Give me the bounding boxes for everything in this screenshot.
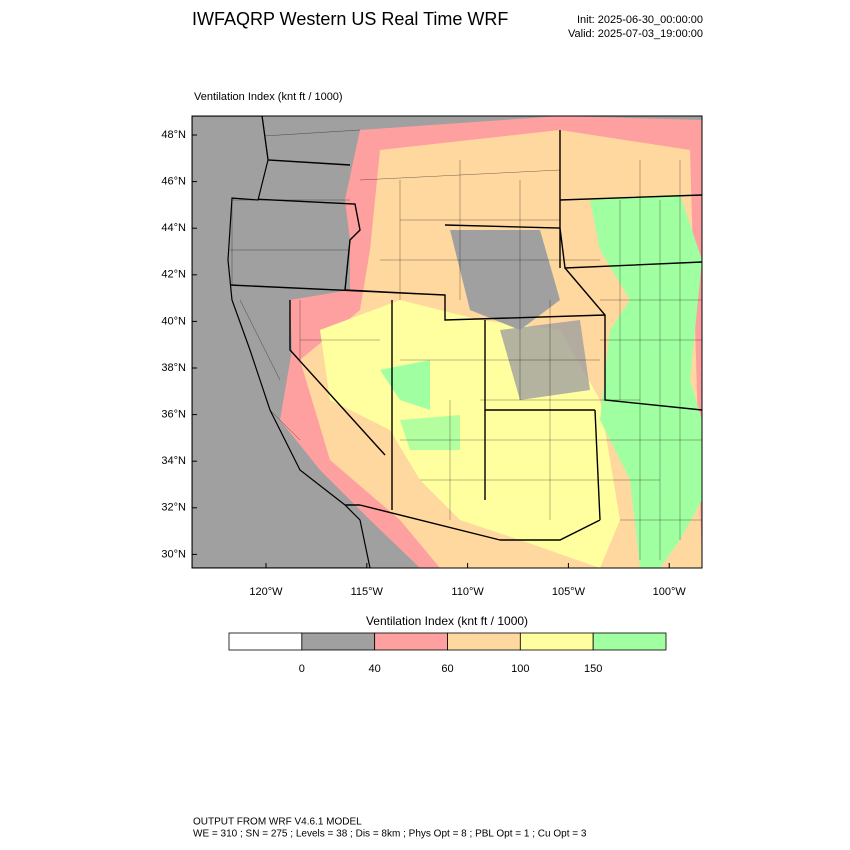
colorbar-tick-label: 100 bbox=[511, 663, 529, 675]
colorbar-tick-label: 40 bbox=[369, 663, 381, 675]
field-region bbox=[590, 195, 702, 568]
lat-labels: 48°N 46°N 44°N 42°N 40°N 38°N 36°N 34°N 32°N 30°N bbox=[161, 129, 197, 560]
map-frame bbox=[191, 115, 703, 569]
lat-label: 30°N bbox=[161, 548, 186, 560]
valid-time: Valid: 2025-07-03_19:00:00 bbox=[568, 28, 703, 40]
lon-label: 105°W bbox=[552, 586, 586, 598]
lat-label: 32°N bbox=[161, 502, 186, 514]
colorbar-box bbox=[228, 632, 303, 651]
map-subtitle: Ventilation Index (knt ft / 1000) bbox=[194, 91, 343, 103]
lon-label: 110°W bbox=[451, 586, 484, 598]
lon-label: 100°W bbox=[653, 586, 687, 598]
lat-label: 48°N bbox=[161, 129, 186, 141]
colorbar-box bbox=[301, 632, 376, 651]
title: IWFAQRP Western US Real Time WRF bbox=[192, 9, 508, 29]
lat-label: 40°N bbox=[161, 315, 186, 327]
colorbar-title: Ventilation Index (knt ft / 1000) bbox=[366, 614, 528, 628]
field-region bbox=[450, 230, 560, 330]
lat-label: 36°N bbox=[161, 409, 186, 421]
field-region bbox=[400, 415, 460, 450]
init-time: Init: 2025-06-30_00:00:00 bbox=[577, 14, 703, 26]
lon-label: 115°W bbox=[351, 586, 384, 598]
lat-label: 46°N bbox=[161, 176, 186, 188]
map bbox=[191, 115, 703, 569]
lon-labels: 120°W 115°W 110°W 105°W 100°W bbox=[249, 563, 686, 598]
footer-line: OUTPUT FROM WRF V4.6.1 MODEL bbox=[193, 817, 362, 828]
lat-label: 34°N bbox=[161, 455, 186, 467]
colorbar-box bbox=[447, 632, 521, 651]
colorbar-box bbox=[592, 632, 667, 651]
colorbar-box bbox=[374, 632, 448, 651]
footer-line: WE = 310 ; SN = 275 ; Levels = 38 ; Dis … bbox=[193, 829, 587, 840]
colorbar-tick-label: 150 bbox=[584, 663, 602, 675]
colorbar-tick-label: 0 bbox=[299, 663, 305, 675]
ocean-coast bbox=[192, 116, 371, 568]
lat-label: 44°N bbox=[161, 222, 186, 234]
lat-label: 38°N bbox=[161, 362, 186, 374]
colorbar: 0 40 60 100 150 bbox=[228, 632, 667, 675]
lon-label: 120°W bbox=[249, 586, 283, 598]
colorbar-box bbox=[519, 632, 594, 651]
lat-label: 42°N bbox=[161, 269, 186, 281]
colorbar-tick-label: 60 bbox=[441, 663, 453, 675]
